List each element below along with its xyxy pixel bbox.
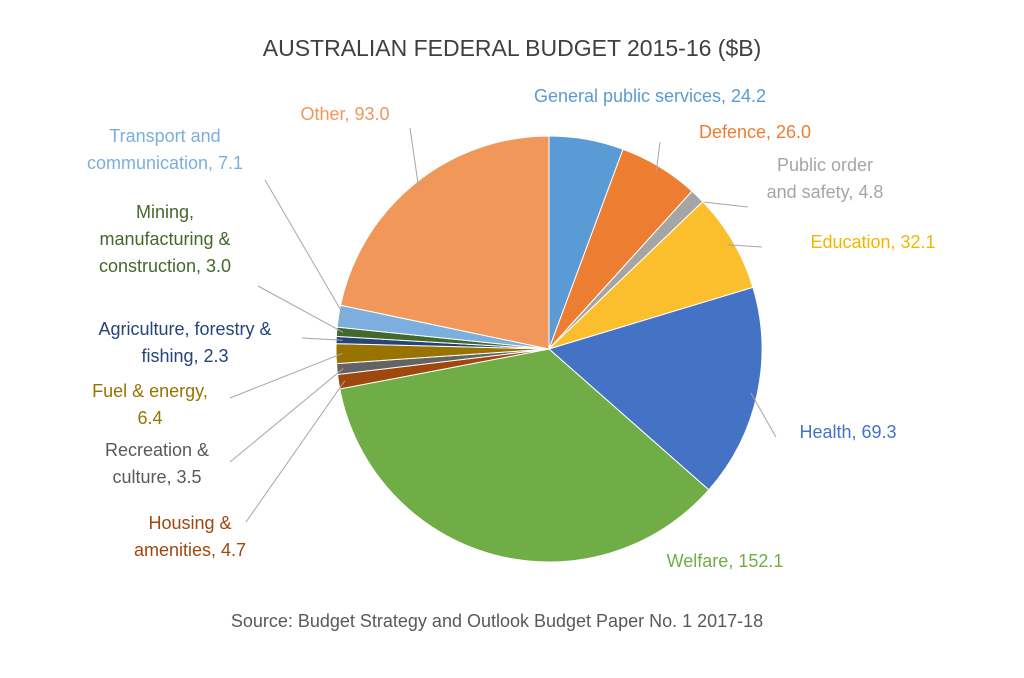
pie-slice (339, 135, 550, 350)
pie-slice (547, 286, 763, 491)
slice-label: culture, 3.5 (112, 467, 201, 487)
leader-line (229, 368, 344, 463)
slice-label: 6.4 (137, 408, 162, 428)
slice-label: Welfare, 152.1 (667, 551, 784, 571)
slice-label: Transport and (109, 126, 220, 146)
slice-label: Recreation & (105, 440, 209, 460)
slice-label: construction, 3.0 (99, 256, 231, 276)
leader-line (301, 337, 343, 341)
slice-label: Defence, 26.0 (699, 122, 811, 142)
slice-label: Housing & (148, 513, 231, 533)
slice-label: Other, 93.0 (300, 104, 389, 124)
pie-slice (339, 348, 710, 563)
slice-label: Agriculture, forestry & (98, 319, 271, 339)
slice-label: Public order (777, 155, 873, 175)
slice-label: General public services, 24.2 (534, 86, 766, 106)
slice-label: Fuel & energy, (92, 381, 208, 401)
leader-line (257, 285, 344, 333)
slice-label: and safety, 4.8 (767, 182, 884, 202)
leader-line (727, 244, 763, 248)
leader-line (264, 179, 346, 318)
leader-line (229, 353, 343, 399)
slice-label: communication, 7.1 (87, 153, 243, 173)
leader-line (245, 380, 346, 523)
slice-label: fishing, 2.3 (141, 346, 228, 366)
chart-title: AUSTRALIAN FEDERAL BUDGET 2015-16 ($B) (263, 35, 762, 61)
slice-label: Education, 32.1 (810, 232, 935, 252)
slice-label: Mining, (136, 202, 194, 222)
slice-label: Health, 69.3 (799, 422, 896, 442)
slice-label: amenities, 4.7 (134, 540, 246, 560)
source-note: Source: Budget Strategy and Outlook Budg… (231, 611, 763, 631)
slice-label: manufacturing & (99, 229, 230, 249)
leader-line (409, 127, 420, 189)
leader-line (750, 392, 777, 438)
pie-slice (548, 200, 754, 350)
leader-line (655, 141, 661, 173)
